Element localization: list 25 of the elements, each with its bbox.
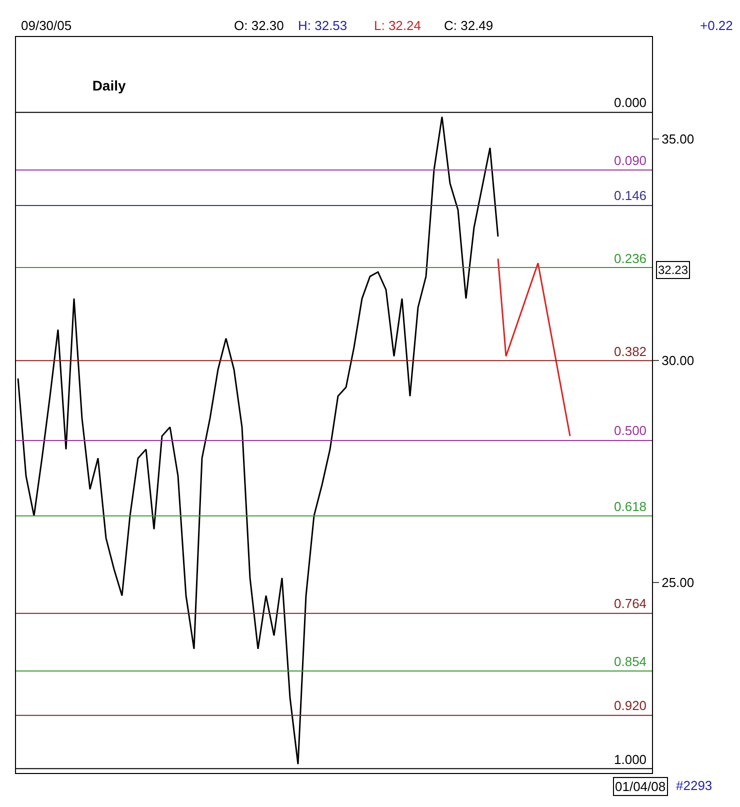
- annotation: 0.920: [614, 698, 647, 713]
- annotation: 0.382: [614, 344, 647, 359]
- annotation: 0.500: [614, 423, 647, 438]
- annotation: 0.854: [614, 654, 647, 669]
- text: #2293: [676, 778, 712, 793]
- text: +0.22: [700, 18, 733, 33]
- annotation: 0.618: [614, 499, 647, 514]
- annotation: 0.236: [614, 251, 647, 266]
- text: 32.23: [658, 263, 688, 277]
- y-tick-label: 35.00: [662, 132, 694, 147]
- annotation: 0.000: [614, 95, 647, 110]
- y-tick-label: 30.00: [662, 353, 694, 368]
- text: L: 32.24: [374, 18, 421, 33]
- text: H: 32.53: [298, 18, 348, 33]
- text: 01/04/08: [615, 779, 666, 794]
- y-tick-label: 25.00: [662, 574, 694, 590]
- annotation: 0.090: [614, 153, 647, 168]
- annotation: 0.764: [614, 596, 647, 611]
- text: Daily: [92, 78, 126, 94]
- text: 09/30/05: [21, 18, 72, 33]
- annotation: 0.146: [614, 188, 647, 203]
- text: O: 32.30: [234, 18, 284, 33]
- annotation: 1.000: [614, 752, 647, 767]
- line-series: [497, 258, 571, 437]
- text: C: 32.49: [444, 18, 494, 33]
